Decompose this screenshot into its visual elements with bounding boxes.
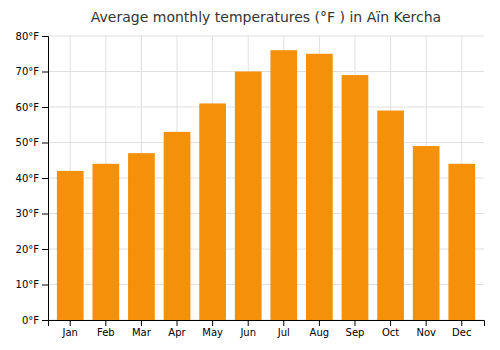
tick-mark <box>42 72 48 73</box>
tick-mark <box>42 178 48 179</box>
title: Average monthly temperatures (°F ) in Aï… <box>91 9 441 25</box>
tick-label: Aug <box>310 327 330 338</box>
bar <box>128 153 155 320</box>
tick-mark <box>426 320 427 326</box>
grid-line <box>48 107 484 108</box>
bars <box>57 50 475 320</box>
tick-label: 60°F <box>16 102 40 113</box>
tick-mark <box>354 320 355 326</box>
tick-mark <box>105 320 106 326</box>
plot: 0°F 10°F 20°F 30°F 40°F 50°F 60°F 70°F 80°F Jan Fe… <box>16 31 485 338</box>
tick-label: Jul <box>277 327 290 338</box>
tick: 20°F <box>16 244 48 255</box>
tick-mark <box>42 249 48 250</box>
tick-label: Jan <box>62 327 78 338</box>
tick: Feb <box>97 320 115 338</box>
tick: 30°F <box>16 208 48 219</box>
grid-line <box>48 71 484 72</box>
tick-mark <box>461 320 462 326</box>
tick-mark <box>42 285 48 286</box>
x-axis: Jan Feb Mar Apr May Jun Jul Aug Sep Oct Nov Dec <box>49 320 485 338</box>
tick-mark <box>390 320 391 326</box>
tick-label: 80°F <box>16 31 40 42</box>
bar <box>92 164 119 320</box>
y-axis: 0°F 10°F 20°F 30°F 40°F 50°F 60°F 70°F 80°F <box>16 31 49 326</box>
tick-label: 10°F <box>16 279 40 290</box>
tick-mark <box>248 320 249 326</box>
tick-label: 20°F <box>16 244 40 255</box>
tick: Sep <box>346 320 365 338</box>
tick-label: Oct <box>382 327 399 338</box>
grid <box>48 36 484 320</box>
bar <box>57 171 84 320</box>
bar <box>164 132 191 320</box>
tick-mark <box>42 320 48 321</box>
tick-mark <box>42 214 48 215</box>
tick: May <box>202 320 223 338</box>
grid-line <box>48 36 484 37</box>
tick-label: 40°F <box>16 173 40 184</box>
bar <box>448 164 475 320</box>
tick-label: 70°F <box>16 66 40 77</box>
tick-mark <box>70 320 71 326</box>
tick-mark <box>319 320 320 326</box>
tick: 40°F <box>16 173 48 184</box>
bar <box>306 54 333 320</box>
tick-label: Apr <box>168 327 186 338</box>
tick-label: Feb <box>97 327 115 338</box>
tick: Jan <box>62 320 78 338</box>
tick: Nov <box>416 320 436 338</box>
tick-label: May <box>202 327 223 338</box>
tick: 70°F <box>16 66 48 77</box>
tick-label: 0°F <box>22 315 39 326</box>
tick: Mar <box>132 320 152 338</box>
tick: Oct <box>382 320 399 338</box>
bar <box>377 111 404 320</box>
tick-label: Sep <box>346 327 365 338</box>
tick-mark <box>42 143 48 144</box>
tick: Apr <box>168 320 186 338</box>
tick: 50°F <box>16 137 48 148</box>
bar <box>413 146 440 320</box>
tick-mark <box>42 107 48 108</box>
tick: 60°F <box>16 102 48 113</box>
tick: Dec <box>452 320 471 338</box>
tick: 10°F <box>16 279 48 290</box>
bar <box>270 50 297 320</box>
axis-line <box>42 37 49 321</box>
tick: Jun <box>239 320 256 338</box>
tick-mark <box>42 36 48 37</box>
bar <box>235 72 262 321</box>
axis-line <box>49 321 485 327</box>
tick: Jul <box>277 320 290 338</box>
tick: 80°F <box>16 31 48 42</box>
chart: 0°F 10°F 20°F 30°F 40°F 50°F 60°F 70°F 80°F Jan Fe… <box>0 0 500 350</box>
tick-label: Jun <box>239 327 256 338</box>
tick-label: 50°F <box>16 137 40 148</box>
tick: Aug <box>310 320 330 338</box>
tick-mark <box>212 320 213 326</box>
grid-line <box>48 142 484 143</box>
tick-label: Nov <box>416 327 436 338</box>
tick-label: 30°F <box>16 208 40 219</box>
tick-label: Dec <box>452 327 471 338</box>
tick-mark <box>141 320 142 326</box>
tick-label: Mar <box>132 327 152 338</box>
tick: 0°F <box>22 315 48 326</box>
tick-mark <box>177 320 178 326</box>
bar <box>342 75 369 320</box>
bar <box>199 103 226 320</box>
tick-mark <box>283 320 284 326</box>
